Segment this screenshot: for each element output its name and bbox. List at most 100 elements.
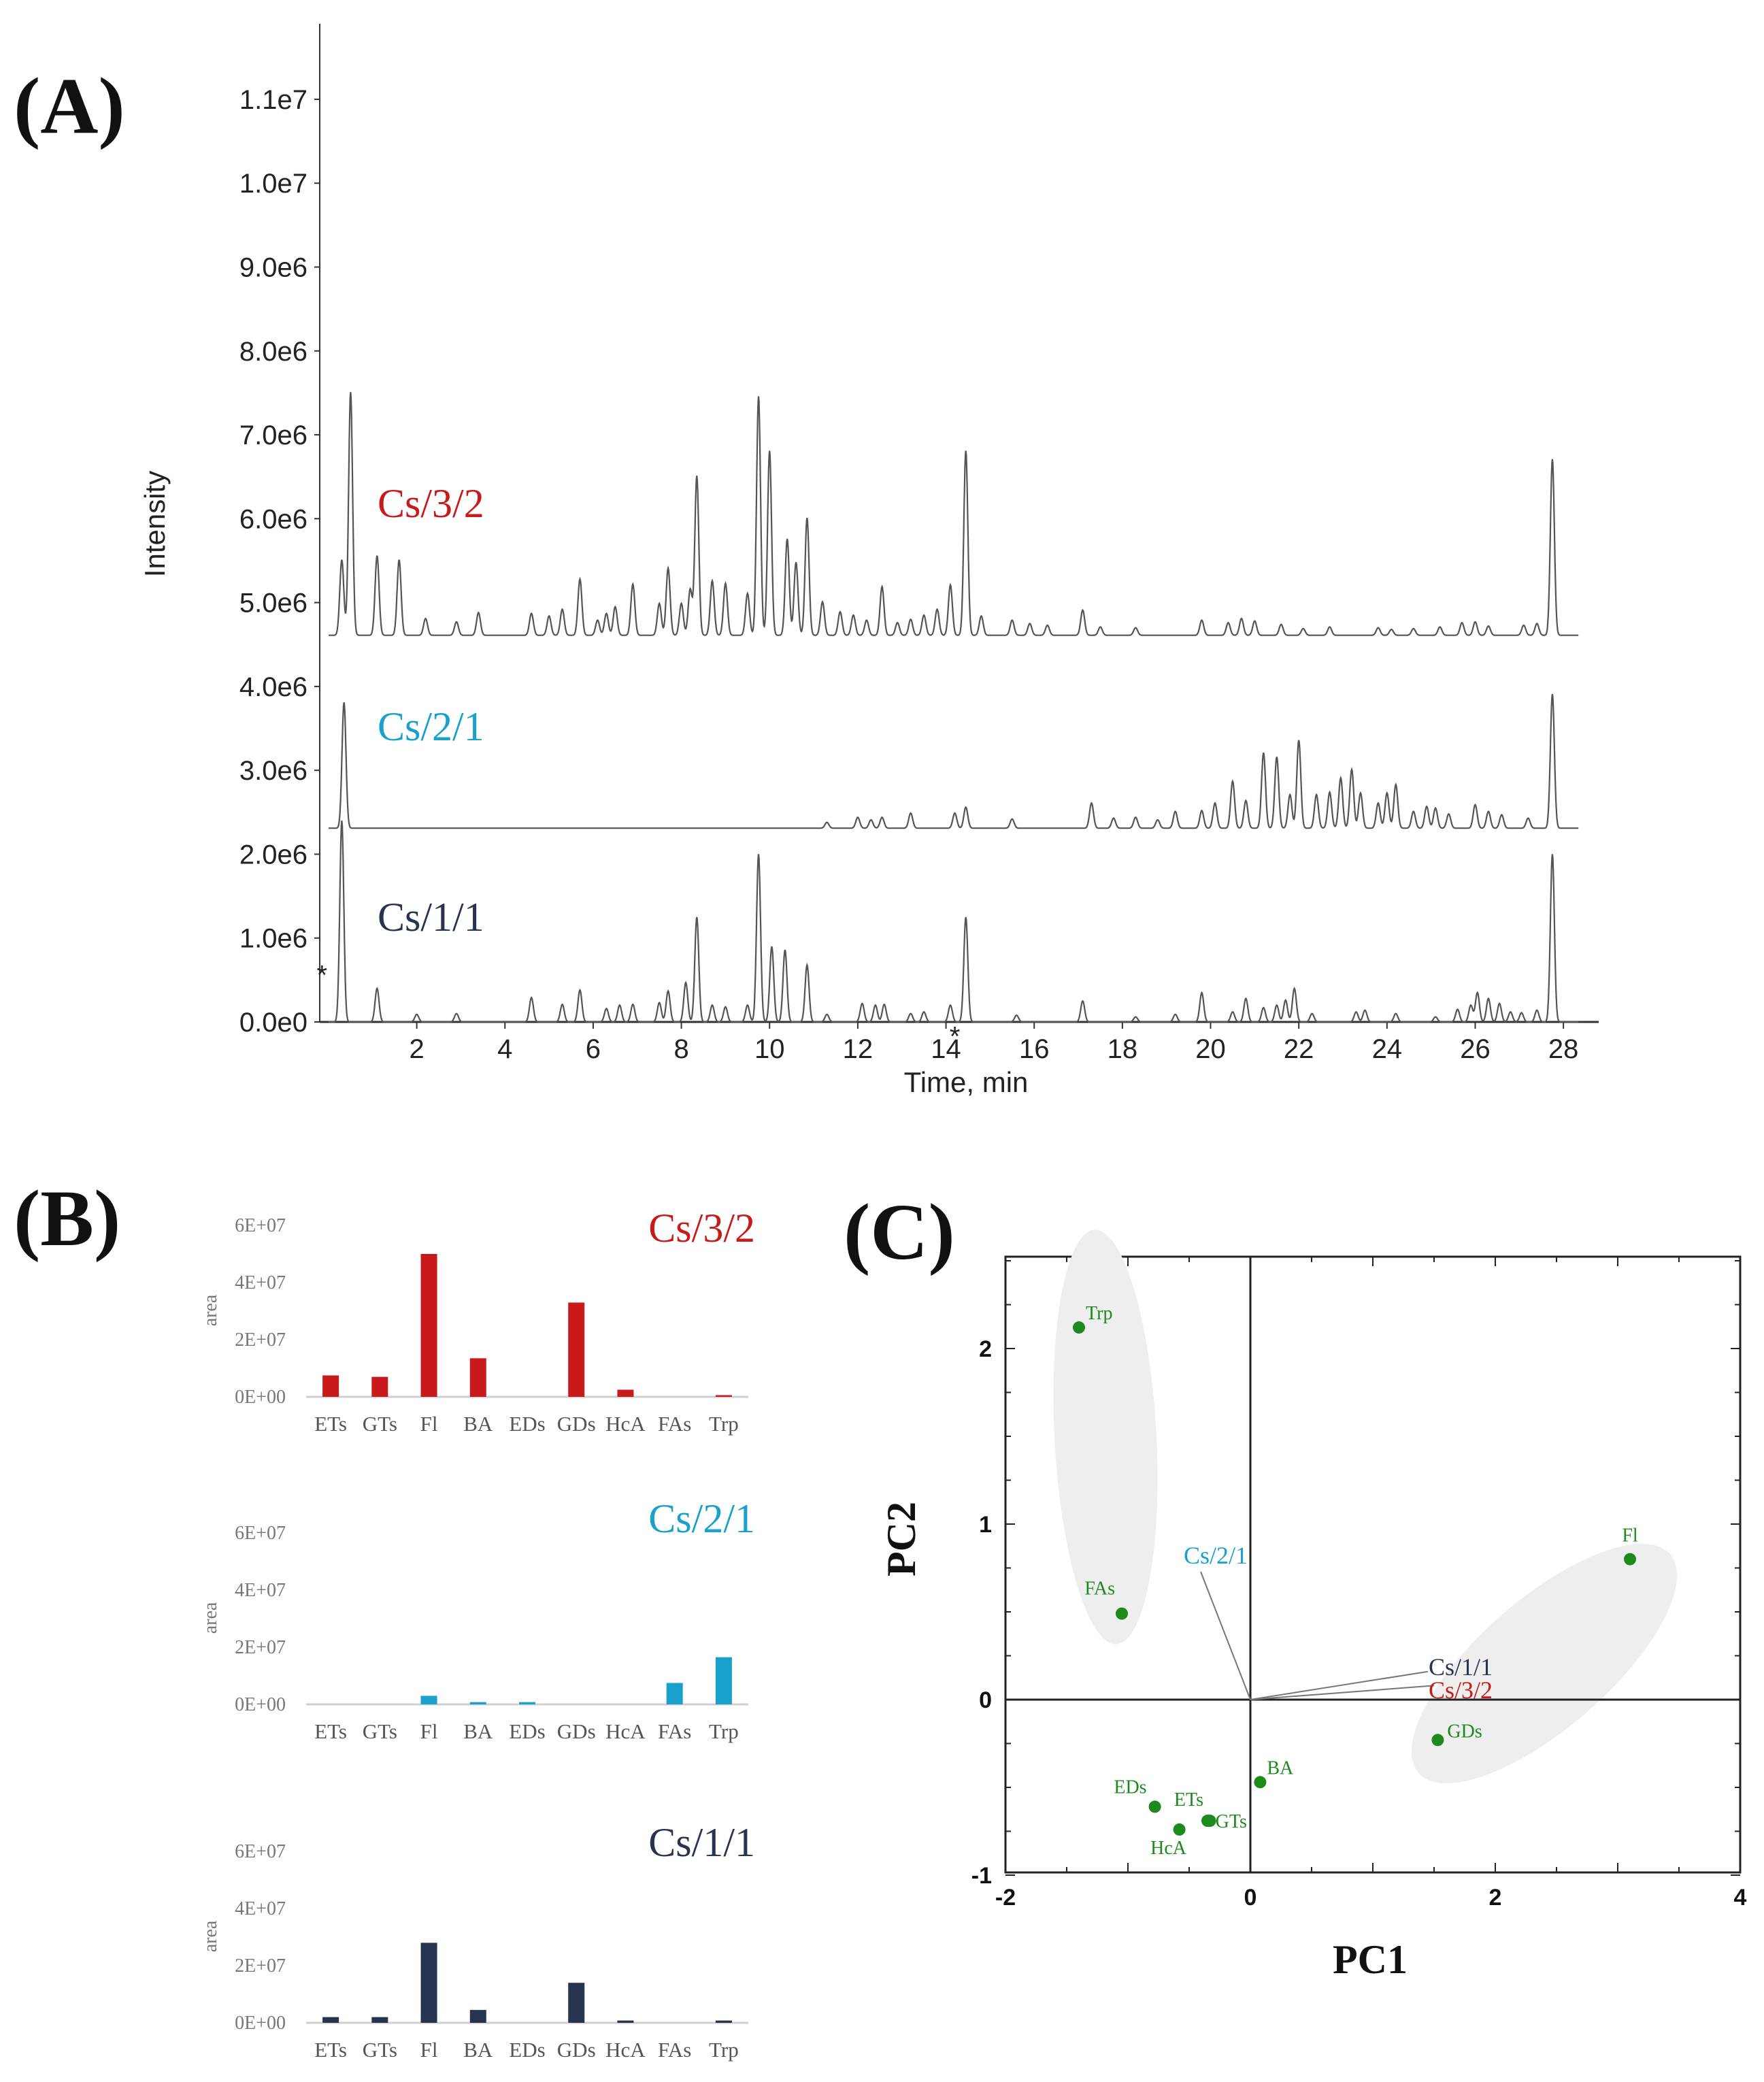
c-x-tick-label: -2 <box>995 1885 1016 1911</box>
b-bar-cs-1-1-ets <box>322 2017 339 2023</box>
c-vector-cs-3-2 <box>1250 1685 1435 1700</box>
b-y-tick-label: 2E+07 <box>235 1329 286 1351</box>
b-category-label: GTs <box>363 1719 397 1743</box>
c-point-ba <box>1254 1776 1267 1789</box>
c-x-tick-label: 0 <box>1244 1885 1257 1911</box>
panel-a-label: (A) <box>14 61 125 150</box>
b-category-label: BA <box>463 1412 493 1436</box>
b-category-label: FAs <box>658 1719 691 1743</box>
b-bar-cs-1-1-ba <box>469 2010 486 2023</box>
c-y-tick-label: 0 <box>979 1687 992 1713</box>
b-bar-cs-2-1-trp <box>715 1657 732 1704</box>
b-bar-cs-3-2-ets <box>322 1375 339 1397</box>
b-category-label: Trp <box>709 2038 739 2062</box>
b-y-tick-label: 4E+07 <box>235 1580 286 1601</box>
b-y-tick-label: 4E+07 <box>235 1272 286 1293</box>
a-series-cs-1-1-trace <box>329 820 1579 1023</box>
a-series-cs-2-1-trace <box>329 693 1579 829</box>
c-y-tick-label: -1 <box>971 1863 992 1889</box>
c-y-axis-title: PC2 <box>879 1502 924 1576</box>
b-bar-charts: 0E+00 2E+07 4E+07 6E+07 area ETs GTs Fl BA EDs GDs… <box>200 1206 755 2062</box>
panel-b-label: (B) <box>14 1174 120 1263</box>
c-biplot: -1 0 1 2 -2 0 2 4 Cs/2/1 Cs/1/1Cs/3/2 Trp FAs Fl GDs B… <box>971 1229 1747 1911</box>
b-y-tick-label: 4E+07 <box>235 1898 286 1919</box>
a-axes: 0.0e0 1.0e6 2.0e6 3.0e6 4.0e6 5.0e6 6.0e6 7.0e6… <box>239 24 1599 1064</box>
b-y-tick-label: 6E+07 <box>235 1215 286 1236</box>
c-point-label-fl: Fl <box>1622 1525 1638 1547</box>
b-bar-cs-3-2-gts <box>371 1376 388 1397</box>
c-point-fl <box>1624 1553 1636 1566</box>
panel-c-label: (C) <box>844 1187 955 1276</box>
c-point-label-hca: HcA <box>1150 1838 1187 1859</box>
a-y-tick-label: 6.0e6 <box>239 504 307 534</box>
b-category-label: EDs <box>509 2038 545 2062</box>
b-y-axis-title: area <box>200 1294 221 1326</box>
b-y-tick-label: 0E+00 <box>235 1387 286 1408</box>
b-bar-cs-1-1-fl <box>420 1943 437 2023</box>
c-vector-label-cs-1-1: Cs/1/1 <box>1429 1653 1493 1681</box>
a-y-tick-label: 0.0e0 <box>239 1008 307 1038</box>
b-category-label: Fl <box>420 2038 438 2062</box>
b-title-cs-1-1: Cs/1/1 <box>648 1820 755 1865</box>
b-title-cs-2-1: Cs/2/1 <box>648 1496 755 1541</box>
b-y-tick-label: 6E+07 <box>235 1523 286 1544</box>
b-y-tick-label: 0E+00 <box>235 1694 286 1715</box>
b-category-label: ETs <box>314 1719 347 1743</box>
a-y-tick-label: 8.0e6 <box>239 337 307 367</box>
b-category-label: EDs <box>509 1719 545 1743</box>
a-x-tick-label: 6 <box>586 1034 601 1064</box>
b-bar-cs-3-2-fl <box>420 1254 437 1397</box>
b-bar-cs-2-1-eds <box>519 1702 535 1704</box>
a-y-tick-label: 1.0e6 <box>239 924 307 954</box>
a-y-tick-label: 3.0e6 <box>239 756 307 786</box>
panel-b: (B) 0E+00 2E+07 4E+07 6E+07 area ETs GTs Fl BA ED… <box>14 1174 755 2062</box>
b-bar-cs-3-2-ba <box>469 1358 486 1397</box>
c-y-tick-label: 1 <box>979 1512 992 1538</box>
a-y-tick-label: 1.0e7 <box>239 169 307 199</box>
c-point-gts <box>1203 1815 1216 1828</box>
c-point-label-eds: EDs <box>1114 1777 1146 1798</box>
a-trace-label-cs-1-1: Cs/1/1 <box>378 895 484 940</box>
a-y-tick-label: 4.0e6 <box>239 672 307 702</box>
a-y-tick-label: 5.0e6 <box>239 589 307 618</box>
a-y-tick-label: 1.1e7 <box>239 85 307 115</box>
a-y-tick-label: 7.0e6 <box>239 420 307 450</box>
b-category-label: FAs <box>658 2038 691 2062</box>
a-x-tick-label: 18 <box>1108 1034 1138 1064</box>
a-x-tick-label: 22 <box>1284 1034 1314 1064</box>
a-trace-label-cs-2-1: Cs/2/1 <box>378 704 484 749</box>
b-category-label: GDs <box>557 2038 596 2062</box>
b-category-label: ETs <box>314 2038 347 2062</box>
b-title-cs-3-2: Cs/3/2 <box>648 1206 755 1251</box>
b-bar-cs-2-1-ba <box>469 1702 486 1704</box>
c-point-gds <box>1431 1734 1444 1747</box>
b-category-label: GTs <box>363 1412 397 1436</box>
c-point-eds <box>1148 1800 1161 1813</box>
b-bar-cs-3-2-gds <box>568 1302 585 1397</box>
a-x-tick-label: 2 <box>409 1034 424 1064</box>
c-point-hca <box>1173 1823 1186 1836</box>
b-bar-cs-3-2-trp <box>715 1395 732 1397</box>
b-category-label: GDs <box>557 1412 596 1436</box>
b-category-label: Fl <box>420 1412 438 1436</box>
a-x-tick-label: 10 <box>754 1034 785 1064</box>
c-point-label-gds: GDs <box>1447 1721 1482 1742</box>
b-category-label: Trp <box>709 1719 739 1743</box>
a-x-tick-label: 24 <box>1372 1034 1403 1064</box>
b-category-label: BA <box>463 1719 493 1743</box>
a-marker-asterisk: * <box>316 960 327 990</box>
b-y-axis-title: area <box>200 1602 221 1634</box>
b-bar-cs-1-1-hca <box>617 2020 634 2023</box>
a-x-tick-label: 4 <box>497 1034 512 1064</box>
a-series-cs-3-2-trace <box>329 392 1579 636</box>
c-vector-label-cs-3-2: Cs/3/2 <box>1429 1676 1493 1704</box>
b-y-tick-label: 2E+07 <box>235 1637 286 1658</box>
b-category-label: HcA <box>605 2038 646 2062</box>
b-category-label: GDs <box>557 1719 596 1743</box>
b-category-label: FAs <box>658 1412 691 1436</box>
b-bar-cs-1-1-gds <box>568 1983 585 2023</box>
a-x-axis-title: Time, min <box>904 1066 1029 1098</box>
b-y-tick-label: 0E+00 <box>235 2013 286 2034</box>
c-point-label-fas: FAs <box>1084 1579 1115 1600</box>
b-category-label: BA <box>463 2038 493 2062</box>
